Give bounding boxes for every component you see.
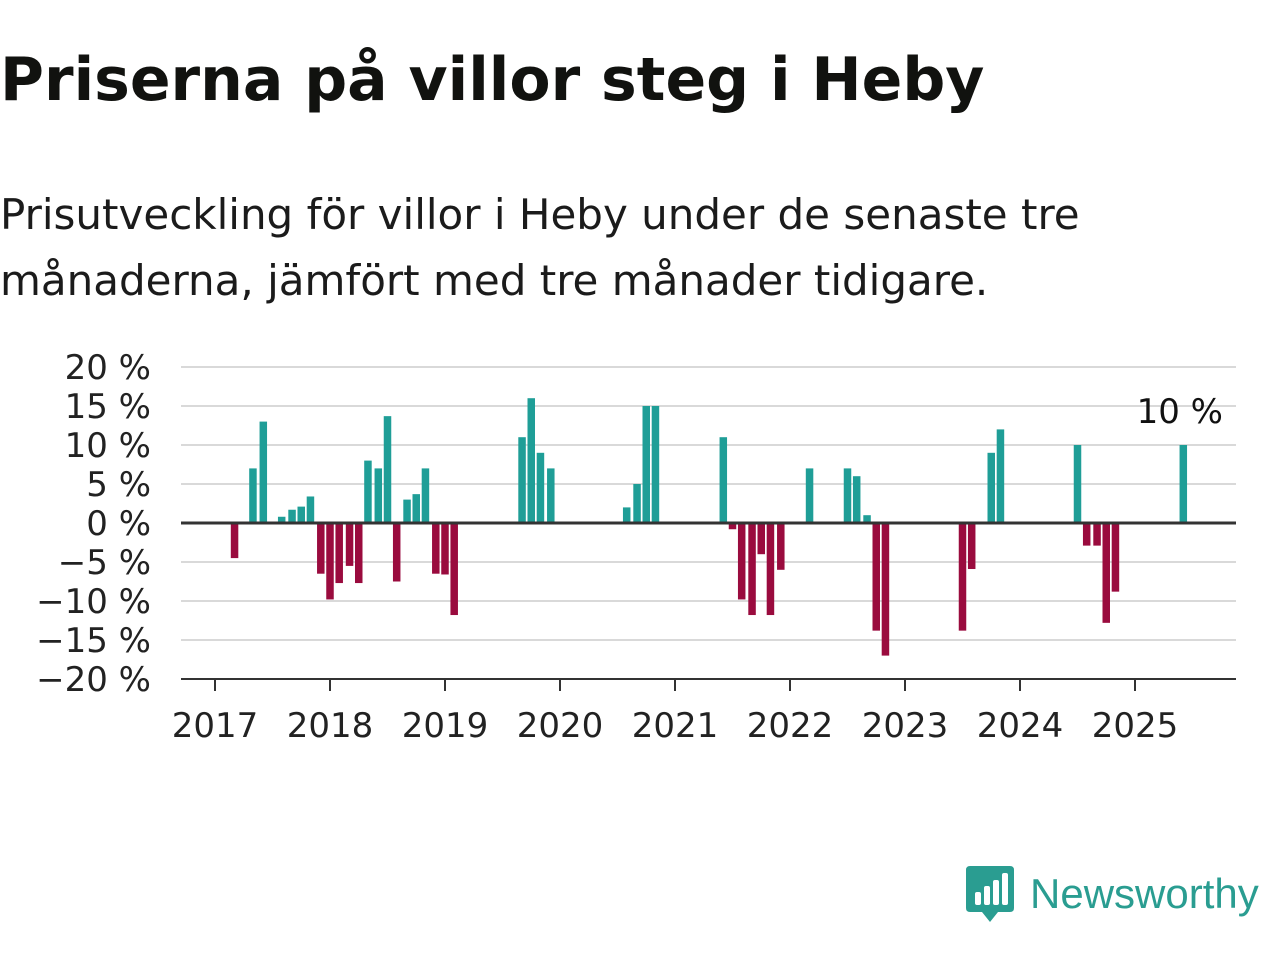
x-tick-label: 2019 — [402, 706, 489, 746]
bar — [412, 494, 420, 523]
x-axis-labels: 2017 2018 2019 2020 2021 2022 2023 2024 2025 — [172, 706, 1179, 746]
bar — [403, 499, 411, 523]
bar — [527, 398, 535, 523]
bar — [766, 523, 775, 616]
x-tick-label: 2021 — [632, 706, 719, 746]
bar — [651, 406, 660, 523]
bar — [843, 468, 852, 523]
bar — [230, 523, 239, 559]
y-tick-label: 15 % — [65, 387, 151, 427]
bar — [335, 523, 343, 584]
x-tick-label: 2022 — [747, 706, 834, 746]
bar — [748, 523, 756, 616]
bar — [1102, 523, 1110, 623]
bar — [881, 523, 890, 656]
y-tick-label: 10 % — [65, 426, 151, 466]
x-tick-label: 2024 — [977, 706, 1064, 746]
bar — [642, 406, 650, 523]
bar — [863, 515, 871, 523]
bar — [633, 484, 641, 523]
bar — [737, 523, 746, 600]
bar — [518, 437, 526, 523]
bar — [249, 468, 257, 523]
y-tick-label: −15 % — [36, 621, 151, 661]
bar — [1179, 445, 1188, 523]
bar — [1073, 445, 1082, 523]
bar — [364, 460, 372, 523]
x-axis-ticks — [214, 679, 1136, 691]
bar — [277, 516, 286, 523]
x-tick-label: 2023 — [862, 706, 949, 746]
bar — [536, 452, 545, 523]
bar — [958, 523, 967, 631]
y-tick-label: 5 % — [86, 465, 151, 505]
bars — [230, 398, 1188, 656]
x-tick-label: 2017 — [172, 706, 259, 746]
y-tick-label: 0 % — [86, 504, 151, 544]
bar — [259, 421, 268, 523]
bar — [719, 437, 728, 523]
x-tick-label: 2020 — [517, 706, 604, 746]
bar — [852, 476, 861, 523]
bar — [728, 523, 737, 530]
bar — [757, 523, 765, 555]
y-tick-label: −5 % — [58, 543, 151, 583]
bar — [306, 496, 315, 523]
bar — [421, 468, 430, 523]
x-tick-label: 2018 — [287, 706, 374, 746]
last-value-label: 10 % — [1137, 392, 1223, 432]
bar — [432, 523, 440, 574]
bar — [345, 523, 354, 566]
brand-name: Newsworthy — [1030, 870, 1259, 917]
bar — [392, 523, 401, 582]
newsworthy-logo: Newsworthy — [964, 864, 1259, 924]
chart-title: Priserna på villor steg i Heby — [0, 45, 985, 115]
bar — [383, 416, 392, 523]
bar-chart-speech-bubble-icon — [966, 866, 1014, 922]
bar — [987, 452, 995, 523]
bar — [317, 523, 325, 574]
y-tick-label: −20 % — [36, 660, 151, 700]
bar — [622, 507, 631, 523]
y-tick-label: 20 % — [65, 348, 151, 388]
bar — [326, 523, 334, 600]
bar — [1082, 523, 1091, 546]
bar — [374, 468, 383, 523]
y-tick-label: −10 % — [36, 582, 151, 622]
bar — [1111, 523, 1120, 592]
y-axis-labels: 20 %15 %10 %5 %0 %−5 %−10 %−15 %−20 % — [36, 348, 151, 700]
bar — [996, 429, 1005, 523]
x-tick-label: 2025 — [1092, 706, 1179, 746]
bar — [355, 523, 363, 584]
bar — [547, 468, 555, 523]
bar — [805, 468, 814, 523]
chart-subtitle: Prisutveckling för villor i Heby under d… — [0, 190, 1080, 305]
bar — [297, 506, 305, 523]
bar — [1093, 523, 1101, 546]
bar — [777, 523, 785, 570]
bar — [441, 523, 449, 575]
bar — [967, 523, 976, 570]
bar — [450, 523, 458, 616]
bar — [288, 509, 296, 523]
bar — [872, 523, 880, 631]
